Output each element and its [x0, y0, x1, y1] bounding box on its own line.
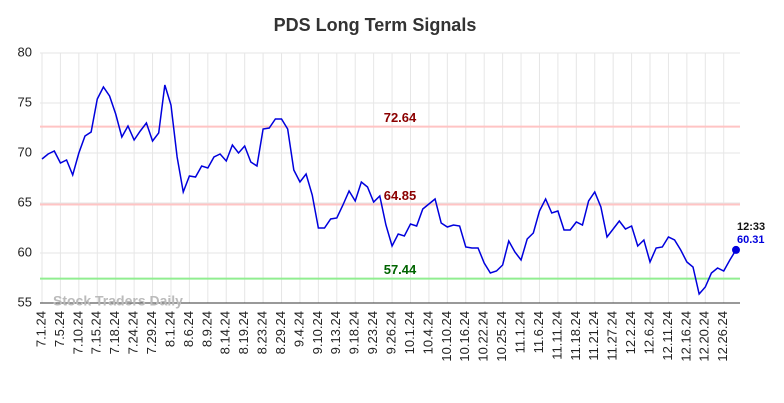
x-tick-label: 12.6.24	[641, 311, 656, 354]
x-tick-label: 11.11.24	[549, 311, 564, 360]
x-tick-label: 8.1.24	[162, 311, 177, 347]
last-point	[732, 245, 740, 254]
x-tick-label: 8.9.24	[199, 311, 214, 347]
x-tick-label: 8.6.24	[181, 311, 196, 347]
x-tick-label: 10.10.24	[439, 311, 454, 362]
y-tick-label: 65	[18, 194, 32, 209]
x-tick-label: 8.23.24	[255, 311, 270, 354]
x-tick-label: 12.26.24	[715, 311, 730, 362]
x-tick-label: 10.22.24	[476, 311, 491, 362]
x-tick-label: 11.18.24	[568, 311, 583, 361]
x-tick-label: 12.2.24	[623, 311, 638, 354]
x-tick-label: 9.18.24	[347, 311, 362, 354]
last-time: 12:33	[737, 221, 765, 233]
x-tick-label: 7.29.24	[144, 311, 159, 354]
x-tick-label: 11.21.24	[586, 311, 601, 361]
x-tick-label: 8.14.24	[218, 311, 233, 354]
x-tick-label: 7.1.24	[33, 311, 48, 347]
x-tick-label: 12.20.24	[697, 311, 712, 362]
x-tick-label: 10.16.24	[457, 311, 472, 362]
y-tick-label: 60	[18, 244, 32, 259]
last-value: 60.31	[737, 234, 765, 246]
x-tick-label: 11.1.24	[512, 311, 527, 353]
x-tick-label: 7.15.24	[89, 311, 104, 354]
y-tick-label: 75	[18, 94, 32, 109]
y-tick-label: 55	[18, 294, 32, 309]
chart-title: PDS Long Term Signals	[274, 15, 477, 35]
signal-label: 57.44	[384, 262, 417, 277]
x-tick-label: 11.27.24	[605, 311, 620, 361]
x-tick-label: 7.18.24	[107, 311, 122, 354]
signal-label: 64.85	[384, 188, 417, 203]
x-tick-label: 9.26.24	[384, 311, 399, 354]
x-tick-label: 10.1.24	[402, 311, 417, 354]
x-tick-label: 8.29.24	[273, 311, 288, 354]
x-tick-label: 9.23.24	[365, 311, 380, 354]
x-tick-label: 9.4.24	[291, 311, 306, 347]
price-line	[41, 84, 737, 296]
watermark: Stock Traders Daily	[53, 293, 183, 309]
x-tick-label: 9.10.24	[310, 311, 325, 354]
x-tick-label: 8.19.24	[236, 311, 251, 354]
x-tick-label: 7.24.24	[126, 311, 141, 354]
signal-label: 72.64	[384, 110, 417, 125]
y-tick-label: 80	[18, 44, 32, 59]
x-tick-label: 10.25.24	[494, 311, 509, 362]
x-tick-label: 7.10.24	[70, 311, 85, 354]
x-tick-label: 9.13.24	[328, 311, 343, 354]
x-tick-label: 10.4.24	[420, 311, 435, 354]
x-tick-label: 11.6.24	[531, 311, 546, 353]
x-tick-label: 12.16.24	[678, 311, 693, 362]
x-tick-label: 12.11.24	[660, 311, 675, 361]
x-tick-label: 7.5.24	[52, 311, 67, 347]
y-tick-label: 70	[18, 144, 32, 159]
